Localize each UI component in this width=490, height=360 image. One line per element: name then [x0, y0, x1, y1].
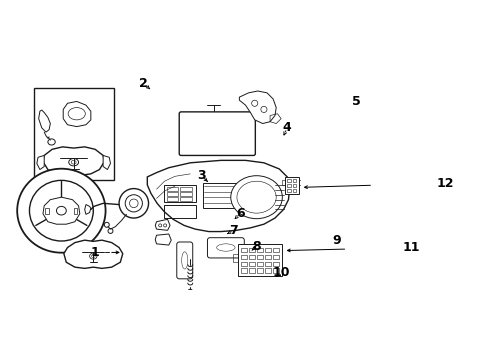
- Bar: [167, 197, 178, 201]
- Bar: [257, 269, 263, 273]
- Polygon shape: [155, 234, 171, 245]
- Bar: [34, 88, 114, 180]
- Bar: [273, 262, 279, 266]
- Ellipse shape: [29, 180, 93, 241]
- Bar: [180, 192, 192, 196]
- FancyBboxPatch shape: [207, 238, 245, 258]
- Polygon shape: [240, 91, 276, 123]
- Bar: [299, 180, 302, 185]
- Bar: [293, 184, 296, 187]
- Bar: [287, 179, 291, 183]
- Polygon shape: [64, 240, 123, 269]
- Bar: [285, 177, 299, 194]
- Text: 9: 9: [332, 234, 341, 247]
- Text: 1: 1: [91, 246, 99, 259]
- Ellipse shape: [125, 195, 143, 212]
- Bar: [165, 185, 196, 202]
- Bar: [249, 255, 255, 259]
- Bar: [265, 269, 270, 273]
- Bar: [241, 255, 247, 259]
- Ellipse shape: [119, 189, 148, 218]
- Bar: [273, 255, 279, 259]
- Text: 10: 10: [272, 266, 290, 279]
- Bar: [249, 262, 255, 266]
- Bar: [287, 189, 291, 192]
- Polygon shape: [103, 156, 110, 170]
- Text: 6: 6: [236, 207, 245, 220]
- Polygon shape: [43, 197, 80, 224]
- Bar: [293, 179, 296, 183]
- Bar: [265, 262, 270, 266]
- Text: 11: 11: [402, 241, 420, 254]
- Bar: [202, 183, 238, 208]
- Bar: [282, 180, 285, 185]
- Bar: [257, 255, 263, 259]
- Bar: [167, 187, 178, 191]
- Bar: [241, 248, 247, 252]
- Bar: [273, 248, 279, 252]
- Bar: [241, 262, 247, 266]
- Text: 5: 5: [352, 95, 360, 108]
- Text: 7: 7: [229, 224, 238, 237]
- Text: 2: 2: [139, 77, 147, 90]
- Bar: [265, 248, 270, 252]
- Bar: [257, 248, 263, 252]
- Polygon shape: [147, 160, 290, 231]
- Bar: [165, 204, 196, 218]
- Bar: [241, 269, 247, 273]
- Text: 4: 4: [283, 121, 292, 134]
- Bar: [273, 269, 279, 273]
- Bar: [238, 244, 282, 276]
- Polygon shape: [37, 156, 44, 170]
- Bar: [167, 192, 178, 196]
- Ellipse shape: [231, 176, 282, 219]
- Bar: [249, 269, 255, 273]
- Polygon shape: [155, 219, 170, 230]
- Polygon shape: [43, 147, 104, 175]
- FancyBboxPatch shape: [177, 242, 193, 279]
- Bar: [180, 197, 192, 201]
- Bar: [249, 248, 255, 252]
- Ellipse shape: [17, 169, 105, 253]
- Bar: [233, 254, 238, 262]
- FancyBboxPatch shape: [179, 112, 255, 156]
- Text: 12: 12: [437, 176, 454, 190]
- Bar: [257, 262, 263, 266]
- Bar: [265, 255, 270, 259]
- Bar: [293, 189, 296, 192]
- Bar: [287, 184, 291, 187]
- Text: 3: 3: [197, 169, 206, 182]
- Text: 8: 8: [252, 240, 261, 253]
- Bar: [180, 187, 192, 191]
